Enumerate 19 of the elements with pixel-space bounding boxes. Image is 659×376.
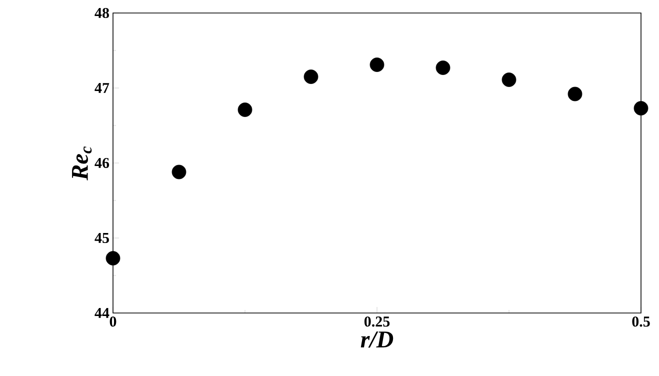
y-tick-label: 47: [94, 83, 110, 93]
x-tick-label: 0: [110, 316, 116, 327]
y-tick-label: 46: [94, 158, 110, 168]
point: [502, 72, 516, 87]
x-axis-title: r/D: [360, 332, 394, 348]
y-axis-title: Re$_{c}$: [72, 146, 92, 180]
point: [172, 164, 186, 180]
point: [436, 60, 450, 75]
y-tick-label: 45: [94, 232, 109, 244]
y-tick-label: 48: [94, 8, 109, 18]
point: [238, 102, 252, 117]
x-tick-label: 0.25: [364, 316, 390, 327]
point: [568, 86, 582, 102]
y-tick-label: 44: [94, 308, 110, 318]
point: [634, 101, 648, 116]
point: [370, 58, 384, 72]
point: [106, 251, 120, 266]
point: [304, 70, 318, 84]
x-tick-label: 0.5: [632, 316, 650, 327]
